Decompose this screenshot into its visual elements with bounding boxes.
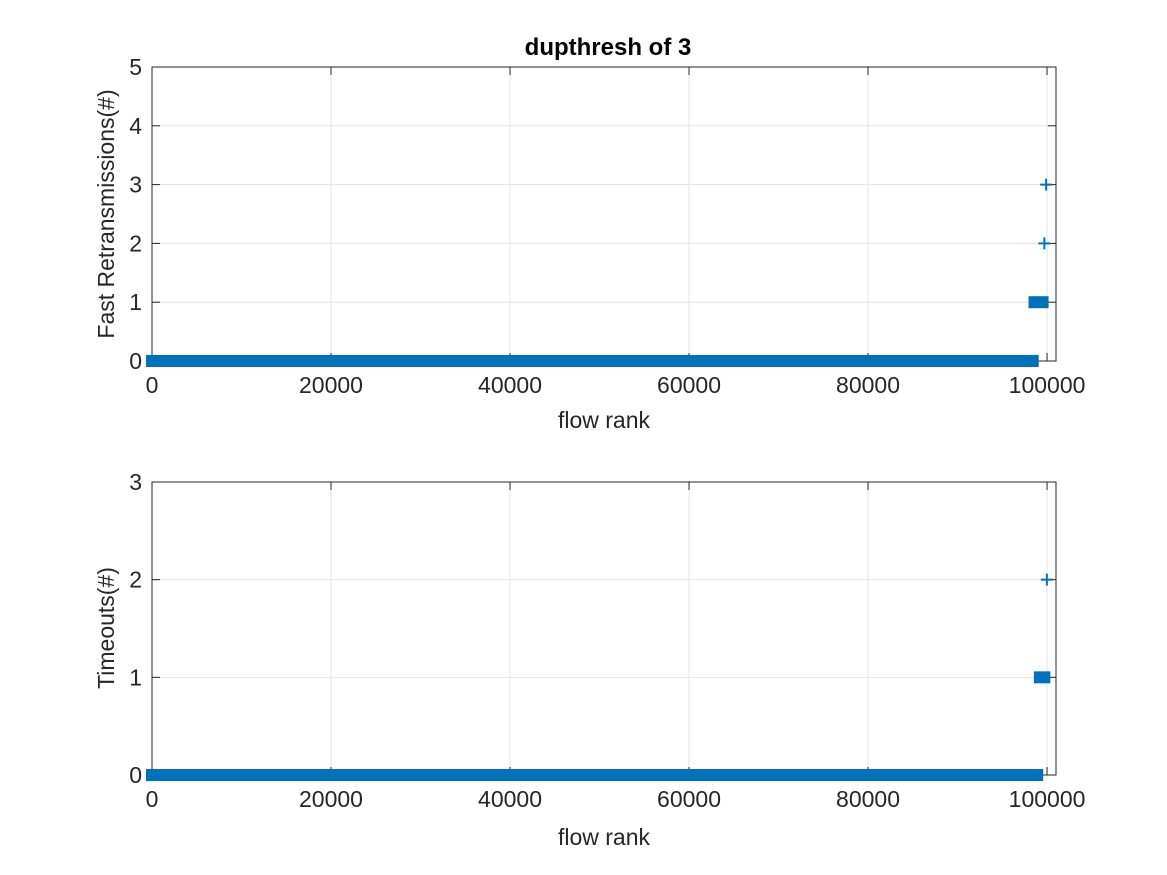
bottom-data-marker-run [1033,671,1051,684]
bottom-axes: flow rank Timeouts(#) 0 20000 40000 60000 80… [93,469,1085,850]
top-y-tick-label: 5 [129,54,142,80]
top-y-tick-label: 1 [129,289,142,315]
bottom-y-axis-label: Timeouts(#) [93,567,119,689]
bottom-x-tick-label: 40000 [478,786,542,812]
top-y-axis-label: Fast Retransmissions(#) [93,89,119,338]
bottom-x-axis-label: flow rank [558,824,651,850]
bottom-x-tick-label: 100000 [1009,786,1086,812]
bottom-plot-area [152,482,1056,775]
bottom-x-tick-label: 20000 [299,786,363,812]
top-y-tick-label: 3 [129,172,142,198]
chart-title: dupthresh of 3 [525,34,692,61]
bottom-data-marker-run [146,769,1044,781]
bottom-x-tick-label: 80000 [836,786,900,812]
bottom-data-point [1040,573,1053,586]
top-plot-area [152,67,1056,361]
top-axes: dupthresh of 3 flow rank Fast Retransmis… [93,34,1085,433]
top-y-tick-label: 2 [129,230,142,256]
top-y-tick-label: 0 [129,348,142,374]
bottom-y-tick-label: 1 [129,664,142,690]
bottom-y-tick-label: 3 [129,469,142,495]
bottom-x-tick-label: 0 [146,786,159,812]
top-x-tick-label: 80000 [836,372,900,398]
top-x-axis-label: flow rank [558,407,651,433]
top-x-tick-label: 0 [146,372,159,398]
bottom-x-tick-label: 60000 [657,786,721,812]
top-x-tick-label: 60000 [657,372,721,398]
top-data-marker-run [146,355,1039,367]
top-data-marker-run [1028,296,1049,309]
top-y-tick-label: 4 [129,113,142,139]
top-data-point [1038,237,1051,250]
top-x-tick-label: 40000 [478,372,542,398]
top-x-tick-label: 20000 [299,372,363,398]
top-data-point [1040,178,1053,191]
bottom-y-tick-label: 2 [129,567,142,593]
bottom-y-tick-label: 0 [129,762,142,788]
top-x-tick-label: 100000 [1009,372,1086,398]
